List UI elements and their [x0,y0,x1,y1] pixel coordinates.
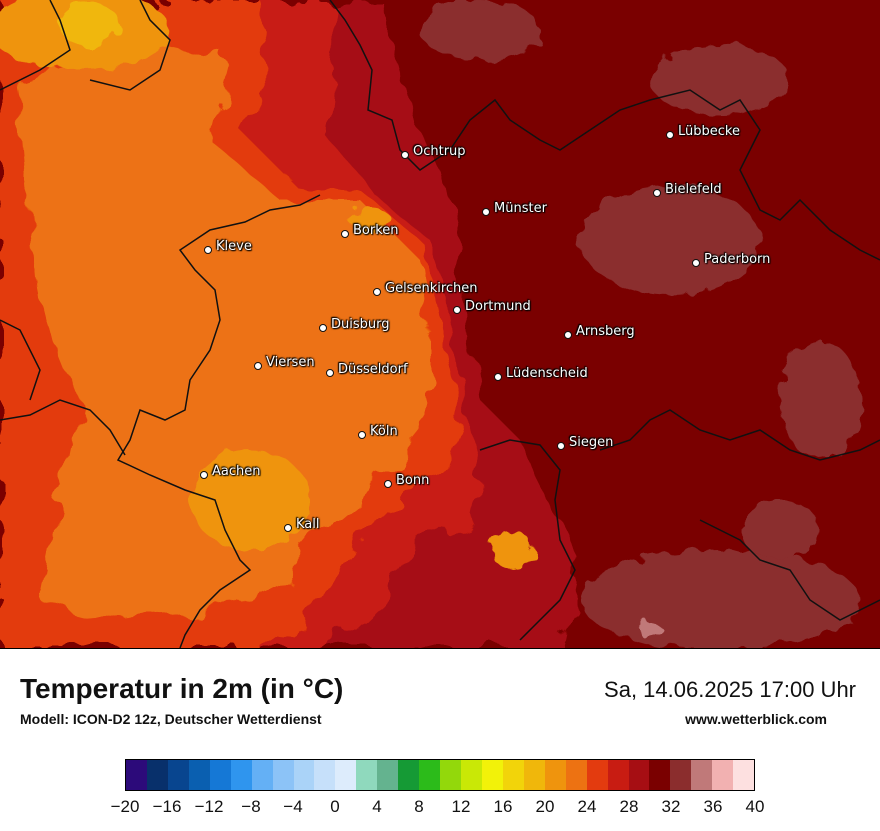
city-marker [452,305,461,314]
colorbar-swatch [188,760,210,790]
colorbar-swatch [691,760,713,790]
city-label: Dortmund [465,299,531,314]
forecast-datetime: Sa, 14.06.2025 17:00 Uhr [604,677,856,702]
map-title: Temperatur in 2m (in °C) [20,673,344,704]
colorbar-tick-label: 40 [745,797,765,816]
city-marker [340,229,349,238]
colorbar-tick-label: −12 [194,797,224,816]
colorbar-tick-label: 20 [535,797,555,816]
colorbar-swatch [230,760,252,790]
boundary-lines [0,0,880,648]
city-marker [199,470,208,479]
colorbar-swatch [398,760,420,790]
city-label: Lüdenscheid [506,366,588,381]
colorbar-tick-label: 12 [451,797,471,816]
city-marker [325,368,334,377]
city-marker [203,245,212,254]
colorbar-swatch [167,760,189,790]
city-marker [665,130,674,139]
legend-footer: Temperatur in 2m (in °C) Modell: ICON-D2… [0,648,880,831]
colorbar-swatch [272,760,294,790]
colorbar-tick-label: 36 [703,797,723,816]
colorbar-swatch [440,760,461,790]
colorbar-swatch [146,760,168,790]
city-marker [372,287,381,296]
city-label: Bielefeld [665,182,722,197]
colorbar-swatch [523,760,545,790]
colorbar-tick-label: −8 [241,797,261,816]
city-marker [691,258,700,267]
colorbar-tick-label: 16 [493,797,513,816]
colorbar-swatch [461,760,482,790]
colorbar-tick-label: −16 [152,797,182,816]
colorbar-swatch [565,760,587,790]
colorbar-tick-label: 32 [661,797,681,816]
temperature-colorbar [125,759,755,791]
city-label: Arnsberg [576,324,635,339]
city-marker [493,372,502,381]
colorbar-tick-label: −4 [283,797,303,816]
colorbar-tick-label: 8 [414,797,424,816]
colorbar-swatch [251,760,273,790]
city-label: Viersen [266,355,315,370]
colorbar-tick-label: 4 [372,797,382,816]
city-marker [556,441,565,450]
colorbar-swatch [649,760,671,790]
city-label: Bonn [396,473,430,488]
city-marker [253,361,262,370]
colorbar-swatch [293,760,315,790]
colorbar-swatch [502,760,524,790]
colorbar-tick-label: −20 [110,797,140,816]
colorbar-swatch [733,760,755,790]
colorbar-swatch [126,760,147,790]
city-label: Aachen [212,464,261,479]
city-label: Münster [494,201,547,216]
colorbar-swatch [356,760,378,790]
colorbar-swatch [481,760,503,790]
colorbar-swatch [419,760,441,790]
model-subtitle: Modell: ICON-D2 12z, Deutscher Wetterdie… [20,711,322,727]
colorbar-swatch [209,760,231,790]
colorbar-tick-label: 0 [330,797,340,816]
city-label: Lübbecke [678,124,740,139]
city-label: Köln [370,424,398,439]
city-marker [383,479,392,488]
city-label: Borken [353,223,399,238]
colorbar-tick-label: 24 [577,797,597,816]
colorbar-swatch [712,760,734,790]
colorbar-swatch [607,760,629,790]
colorbar-swatch [628,760,650,790]
colorbar-swatch [544,760,566,790]
colorbar-swatch [377,760,399,790]
city-marker [283,523,292,532]
city-marker [652,188,661,197]
city-marker [563,330,572,339]
colorbar-swatch [586,760,608,790]
colorbar-swatch [314,760,336,790]
temperature-map [0,0,880,648]
city-marker [357,430,366,439]
city-label: Kleve [216,239,252,254]
colorbar-swatch [670,760,692,790]
city-marker [400,150,409,159]
temperature-field [0,0,880,648]
city-label: Duisburg [331,317,390,332]
city-marker [481,207,490,216]
city-label: Kall [296,517,320,532]
city-marker [318,323,327,332]
city-label: Düsseldorf [338,362,408,377]
colorbar-tick-label: 28 [619,797,639,816]
city-label: Siegen [569,435,614,450]
colorbar-swatch [335,760,357,790]
city-label: Ochtrup [413,144,466,159]
website-label: www.wetterblick.com [685,711,827,727]
city-label: Gelsenkirchen [385,281,478,296]
city-label: Paderborn [704,252,771,267]
